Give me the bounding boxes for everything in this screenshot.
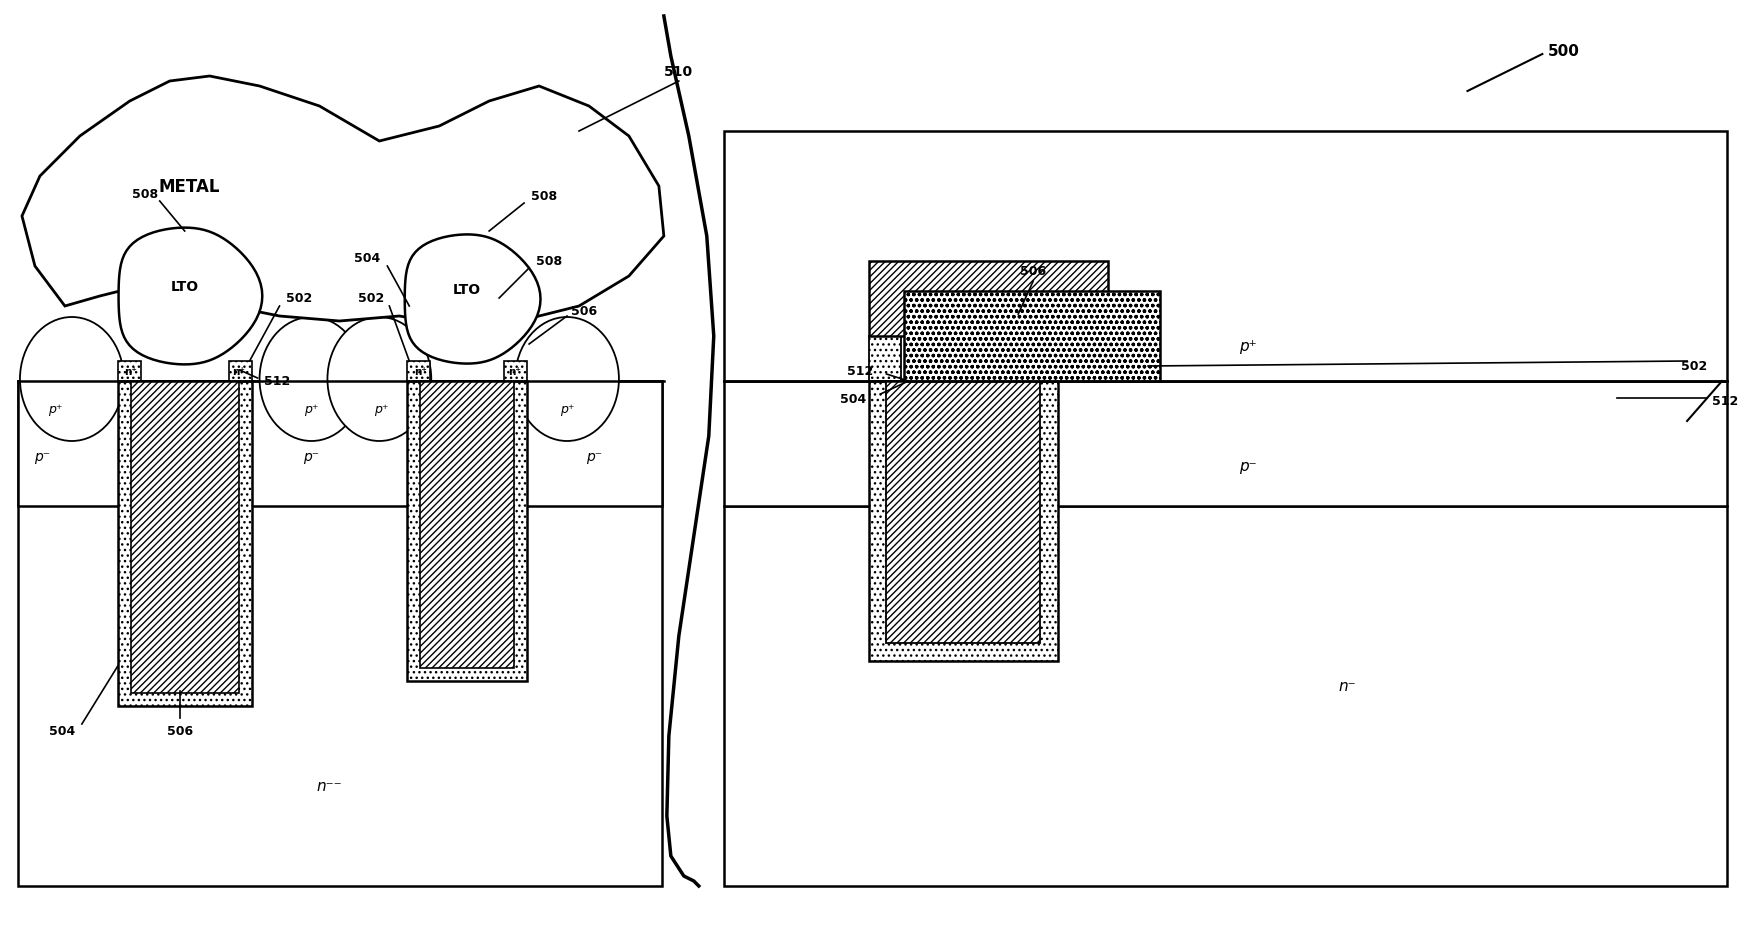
Polygon shape bbox=[119, 228, 262, 365]
Bar bbox=[904, 292, 1160, 382]
Text: 512: 512 bbox=[848, 365, 874, 378]
Text: n⁺: n⁺ bbox=[124, 367, 138, 376]
Text: 512: 512 bbox=[1712, 395, 1738, 408]
Text: 506: 506 bbox=[1021, 265, 1047, 278]
Text: 500: 500 bbox=[1548, 44, 1579, 60]
Text: p⁻: p⁻ bbox=[304, 449, 319, 463]
Bar bbox=[421, 382, 515, 668]
Bar bbox=[407, 382, 527, 681]
Ellipse shape bbox=[260, 317, 363, 442]
Bar bbox=[886, 382, 1040, 643]
Bar bbox=[869, 337, 902, 382]
Polygon shape bbox=[23, 77, 663, 327]
Bar bbox=[119, 382, 251, 707]
Text: p⁺: p⁺ bbox=[560, 403, 574, 417]
Bar bbox=[407, 361, 431, 382]
Ellipse shape bbox=[328, 317, 431, 442]
Text: 512: 512 bbox=[265, 375, 291, 388]
Bar bbox=[17, 382, 661, 886]
Text: 504: 504 bbox=[354, 252, 380, 265]
Bar bbox=[869, 262, 1108, 337]
Text: 506: 506 bbox=[166, 724, 192, 738]
Text: 506: 506 bbox=[571, 305, 597, 318]
Text: 502: 502 bbox=[1680, 360, 1707, 373]
Bar bbox=[504, 361, 527, 382]
Text: 508: 508 bbox=[536, 256, 562, 269]
Text: p⁻: p⁻ bbox=[1239, 459, 1256, 474]
Bar bbox=[724, 506, 1728, 886]
Text: 504: 504 bbox=[49, 724, 75, 738]
Bar bbox=[229, 361, 251, 382]
Ellipse shape bbox=[515, 317, 619, 442]
Text: p⁻: p⁻ bbox=[586, 449, 602, 463]
Text: n⁻: n⁻ bbox=[1338, 679, 1356, 694]
Text: 508: 508 bbox=[530, 190, 557, 203]
Text: p⁺: p⁺ bbox=[47, 403, 63, 417]
Text: p⁺: p⁺ bbox=[373, 403, 389, 417]
Text: p⁻: p⁻ bbox=[33, 449, 51, 463]
Text: 510: 510 bbox=[665, 65, 693, 79]
Text: p⁺: p⁺ bbox=[304, 403, 319, 417]
Text: 508: 508 bbox=[131, 188, 157, 201]
Text: 502: 502 bbox=[358, 292, 384, 305]
Bar bbox=[17, 382, 661, 506]
Text: LTO: LTO bbox=[171, 280, 199, 294]
Ellipse shape bbox=[19, 317, 124, 442]
Bar bbox=[724, 132, 1728, 382]
Text: n⁺: n⁺ bbox=[414, 367, 428, 376]
Text: 502: 502 bbox=[286, 292, 312, 305]
Bar bbox=[119, 361, 141, 382]
Text: p⁺: p⁺ bbox=[1239, 339, 1256, 354]
Polygon shape bbox=[405, 235, 541, 364]
Bar bbox=[724, 382, 1728, 506]
Text: n⁻⁻: n⁻⁻ bbox=[316, 779, 342, 794]
Text: 504: 504 bbox=[841, 393, 867, 406]
Text: n⁺: n⁺ bbox=[508, 367, 520, 376]
Text: LTO: LTO bbox=[454, 283, 482, 297]
Text: METAL: METAL bbox=[159, 178, 220, 196]
Bar bbox=[869, 382, 1057, 662]
Text: n⁺: n⁺ bbox=[232, 367, 244, 376]
Bar bbox=[131, 382, 239, 694]
